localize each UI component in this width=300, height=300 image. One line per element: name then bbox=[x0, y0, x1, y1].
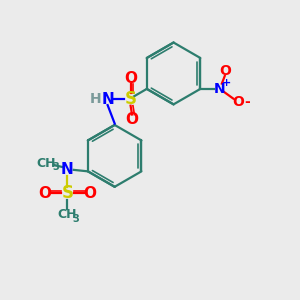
Text: -: - bbox=[244, 95, 250, 109]
Text: H: H bbox=[90, 92, 102, 106]
Text: N: N bbox=[101, 92, 114, 107]
Text: O: O bbox=[124, 71, 137, 86]
Text: N: N bbox=[61, 162, 74, 177]
Text: CH: CH bbox=[36, 157, 56, 170]
Text: O: O bbox=[84, 186, 97, 201]
Text: S: S bbox=[61, 184, 73, 202]
Text: O: O bbox=[219, 64, 231, 78]
Text: O: O bbox=[38, 186, 51, 201]
Text: O: O bbox=[126, 112, 139, 127]
Text: 3: 3 bbox=[72, 214, 79, 224]
Text: O: O bbox=[233, 95, 244, 109]
Text: S: S bbox=[124, 90, 136, 108]
Text: N: N bbox=[214, 82, 225, 96]
Text: CH: CH bbox=[58, 208, 77, 221]
Text: +: + bbox=[222, 78, 231, 88]
Text: 3: 3 bbox=[52, 162, 59, 172]
